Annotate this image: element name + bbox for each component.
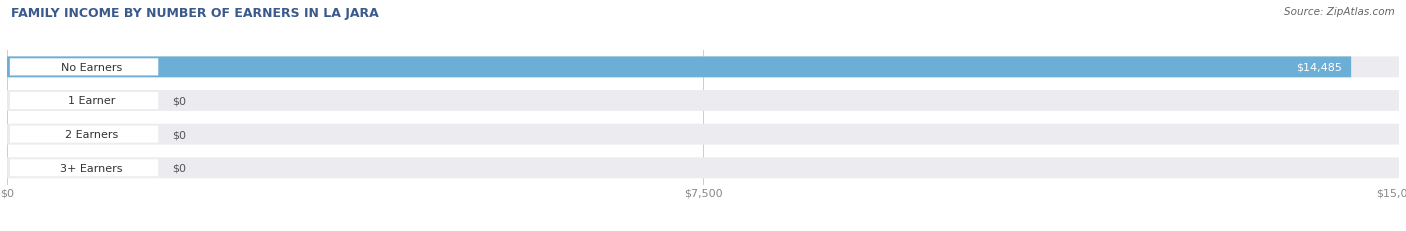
FancyBboxPatch shape	[10, 59, 159, 76]
Text: 3+ Earners: 3+ Earners	[60, 163, 122, 173]
Text: 2 Earners: 2 Earners	[65, 130, 118, 140]
FancyBboxPatch shape	[7, 57, 1399, 78]
Text: No Earners: No Earners	[60, 63, 122, 73]
FancyBboxPatch shape	[7, 91, 1399, 111]
Text: $14,485: $14,485	[1296, 63, 1341, 73]
Text: $0: $0	[172, 163, 186, 173]
Text: 1 Earner: 1 Earner	[67, 96, 115, 106]
FancyBboxPatch shape	[7, 57, 1351, 78]
FancyBboxPatch shape	[10, 160, 159, 176]
FancyBboxPatch shape	[10, 126, 159, 143]
FancyBboxPatch shape	[10, 93, 159, 109]
Text: $0: $0	[172, 96, 186, 106]
Text: $0: $0	[172, 130, 186, 140]
FancyBboxPatch shape	[7, 158, 1399, 178]
FancyBboxPatch shape	[7, 124, 1399, 145]
Text: FAMILY INCOME BY NUMBER OF EARNERS IN LA JARA: FAMILY INCOME BY NUMBER OF EARNERS IN LA…	[11, 7, 380, 20]
Text: Source: ZipAtlas.com: Source: ZipAtlas.com	[1284, 7, 1395, 17]
